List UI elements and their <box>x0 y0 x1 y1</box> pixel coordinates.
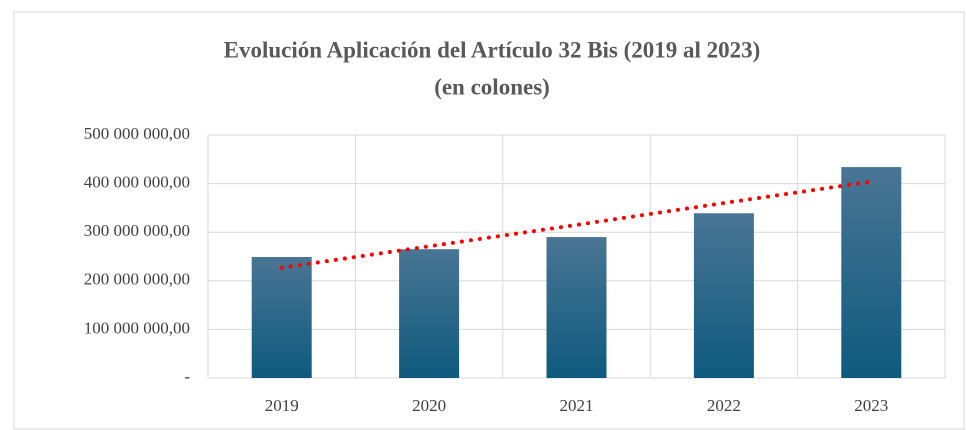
chart-frame <box>13 11 965 430</box>
bar <box>693 213 754 378</box>
bar <box>546 237 607 378</box>
bar <box>251 256 312 378</box>
y-tick-label: 200 000 000,00 <box>84 270 190 289</box>
chart-subtitle: (en colones) <box>434 74 550 99</box>
x-tick-label: 2019 <box>265 396 299 415</box>
y-tick-label: 400 000 000,00 <box>84 173 190 192</box>
x-tick-label: 2023 <box>854 396 888 415</box>
chart-title: Evolución Aplicación del Artículo 32 Bis… <box>224 37 761 62</box>
y-tick-label: 500 000 000,00 <box>84 124 190 143</box>
trendline <box>279 179 874 270</box>
y-tick-label: 300 000 000,00 <box>84 221 190 240</box>
x-tick-label: 2022 <box>707 396 741 415</box>
bar <box>841 167 902 378</box>
x-tick-label: 2021 <box>560 396 594 415</box>
y-tick-label: 100 000 000,00 <box>84 318 190 337</box>
y-tick-label: - <box>184 367 190 386</box>
x-tick-label: 2020 <box>412 396 446 415</box>
bar <box>399 249 460 378</box>
